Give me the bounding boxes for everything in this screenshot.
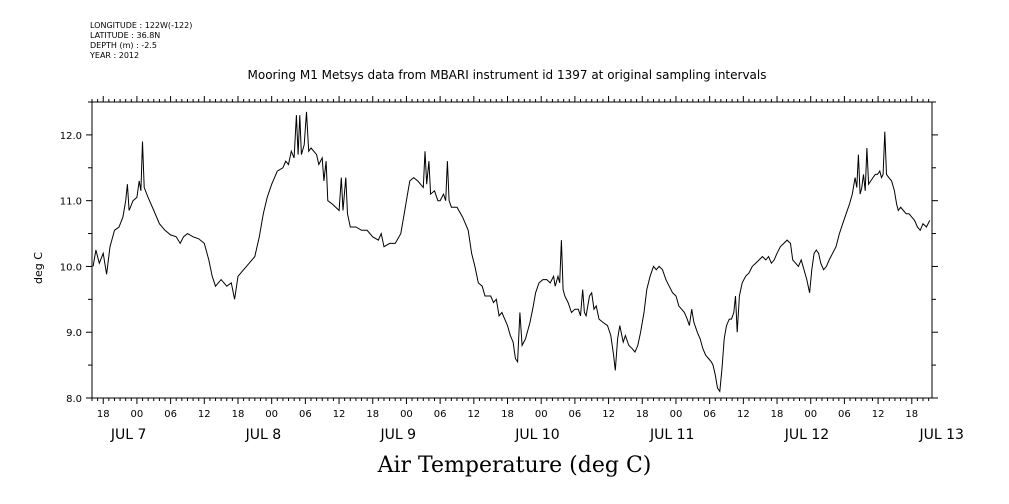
x-day-label: JUL 10 xyxy=(514,427,559,443)
x-tick-label: 00 xyxy=(535,409,548,420)
x-day-label: JUL 9 xyxy=(379,427,416,443)
x-tick-label: 00 xyxy=(670,409,683,420)
plot-frame xyxy=(91,101,933,399)
x-tick-label: 06 xyxy=(703,409,716,420)
x-tick-label: 06 xyxy=(569,409,582,420)
x-day-label: JUL 11 xyxy=(649,427,694,443)
metadata-block: LONGITUDE : 122W(-122) LATITUDE : 36.8N … xyxy=(90,21,192,61)
x-tick-label: 18 xyxy=(97,409,110,420)
x-tick-label: 12 xyxy=(737,409,750,420)
temperature-series-line xyxy=(92,111,931,393)
x-tick-label: 06 xyxy=(838,409,851,420)
x-tick-label: 12 xyxy=(198,409,211,420)
x-day-label: JUL 8 xyxy=(245,427,282,443)
x-tick-label: 00 xyxy=(804,409,817,420)
x-tick-label: 18 xyxy=(771,409,784,420)
x-tick-label: 00 xyxy=(131,409,144,420)
x-tick-label: 06 xyxy=(299,409,312,420)
chart-title: Mooring M1 Metsys data from MBARI instru… xyxy=(247,68,767,82)
x-tick-label: 00 xyxy=(400,409,413,420)
y-tick-label: 10.0 xyxy=(60,262,82,273)
x-tick-label: 18 xyxy=(501,409,514,420)
year-text: YEAR : 2012 xyxy=(90,51,140,60)
y-axis-label: deg C xyxy=(32,252,45,284)
x-tick-label: 18 xyxy=(905,409,918,420)
y-tick-label: 12.0 xyxy=(60,131,82,142)
x-day-label: JUL 7 xyxy=(110,427,147,443)
x-tick-label: 00 xyxy=(265,409,278,420)
x-tick-label: 18 xyxy=(366,409,379,420)
x-tick-label: 06 xyxy=(164,409,177,420)
chart-caption: Air Temperature (deg C) xyxy=(377,453,652,478)
longitude-text: LONGITUDE : 122W(-122) xyxy=(90,21,193,30)
x-tick-label: 12 xyxy=(333,409,346,420)
x-day-label: JUL 13 xyxy=(918,427,963,443)
x-tick-label: 06 xyxy=(434,409,447,420)
x-tick-label: 18 xyxy=(636,409,649,420)
x-day-label: JUL 12 xyxy=(784,427,829,443)
y-tick-label: 9.0 xyxy=(66,328,82,339)
latitude-text: LATITUDE : 36.8N xyxy=(90,31,161,40)
y-tick-label: 11.0 xyxy=(60,197,82,208)
x-tick-label: 12 xyxy=(872,409,885,420)
depth-text: DEPTH (m) : -2.5 xyxy=(90,41,157,50)
x-tick-label: 12 xyxy=(467,409,480,420)
x-tick-label: 12 xyxy=(602,409,615,420)
x-tick-label: 18 xyxy=(232,409,245,420)
y-tick-label: 8.0 xyxy=(66,394,82,405)
